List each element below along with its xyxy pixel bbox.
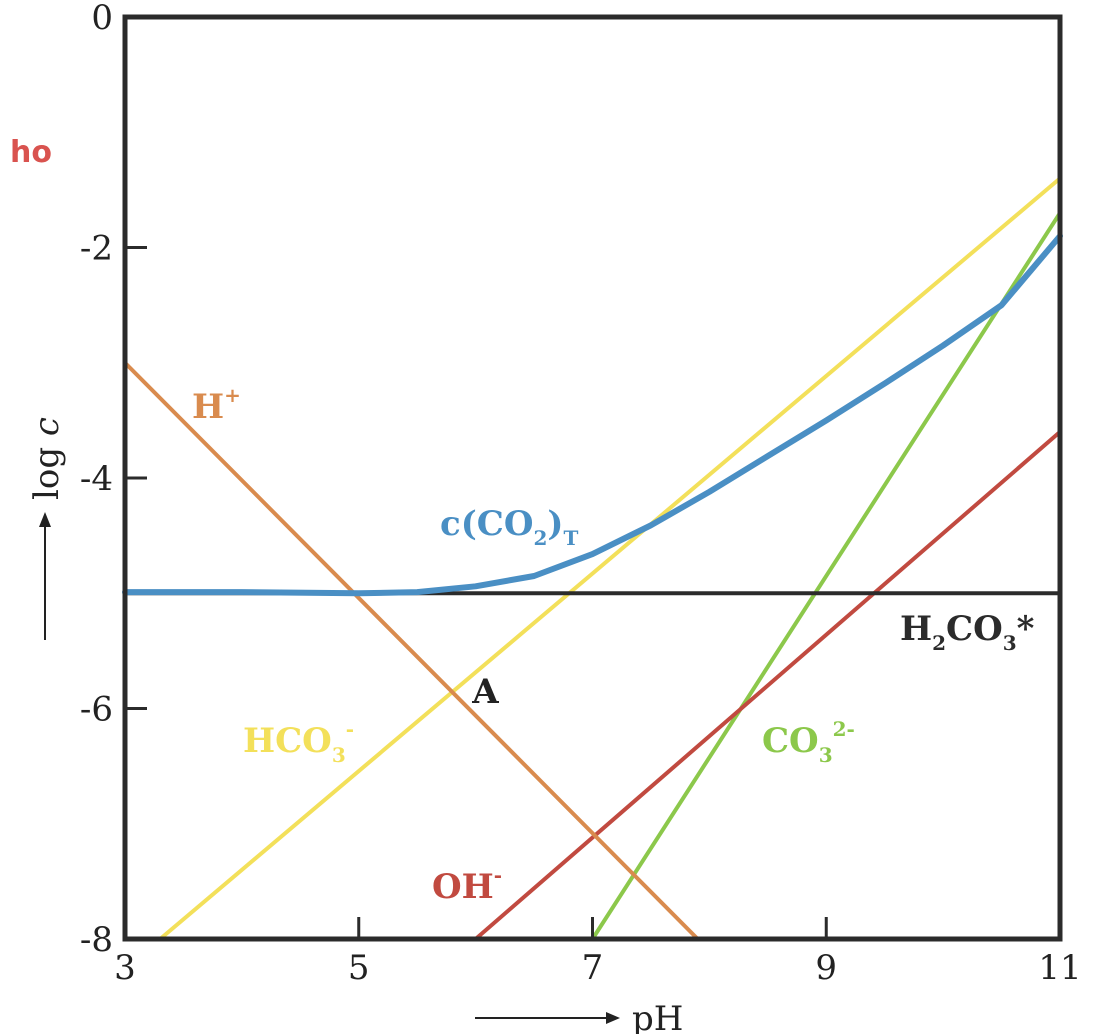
y-ticks: 0 -2 -4 -6 -8 <box>80 0 147 960</box>
series-label-HCO3: HCO3- <box>243 717 354 767</box>
series-line-cCO2T <box>122 233 1063 597</box>
x-tick-label: 7 <box>582 948 604 988</box>
y-axis-arrow-head <box>39 512 51 527</box>
y-tick-label: -6 <box>80 690 113 730</box>
y-tick-label: -8 <box>80 920 113 960</box>
series-label-OH: OH- <box>432 863 502 907</box>
x-axis-label: pH <box>632 999 683 1034</box>
annotation-point-label: A <box>471 672 499 712</box>
y-tick-label: 0 <box>91 0 113 38</box>
annotations: A <box>471 672 499 712</box>
x-axis-arrow-head <box>606 1012 620 1024</box>
y-axis-label: log c <box>27 417 67 500</box>
series-label-H2CO3: H2CO3* <box>900 609 1035 655</box>
series-line-HCO3 <box>158 176 1062 941</box>
series-labels: H2CO3* c(CO2)T HCO3- CO32- OH- H+ <box>192 383 1035 907</box>
series-label-CO3: CO32- <box>762 717 855 767</box>
y-tick-label: -2 <box>80 229 113 269</box>
x-axis-label-group: pH <box>475 999 683 1034</box>
x-tick-label: 11 <box>1038 948 1081 988</box>
x-tick-label: 9 <box>815 948 837 988</box>
series-lines <box>122 176 1063 941</box>
series-line-H <box>123 360 700 941</box>
series-label-H: H+ <box>192 383 241 427</box>
series-label-cCO2T: c(CO2)T <box>440 504 578 550</box>
plot-frame <box>122 14 1063 942</box>
y-tick-label: -4 <box>80 459 113 499</box>
series-line-OH <box>473 429 1062 941</box>
corner-text: ho <box>10 135 52 170</box>
x-tick-label: 3 <box>114 948 136 988</box>
x-tick-label: 5 <box>348 948 370 988</box>
x-ticks: 3 5 7 9 11 <box>114 917 1082 988</box>
y-axis-label-group: log c <box>27 417 67 640</box>
series-line-CO3 <box>590 210 1062 941</box>
